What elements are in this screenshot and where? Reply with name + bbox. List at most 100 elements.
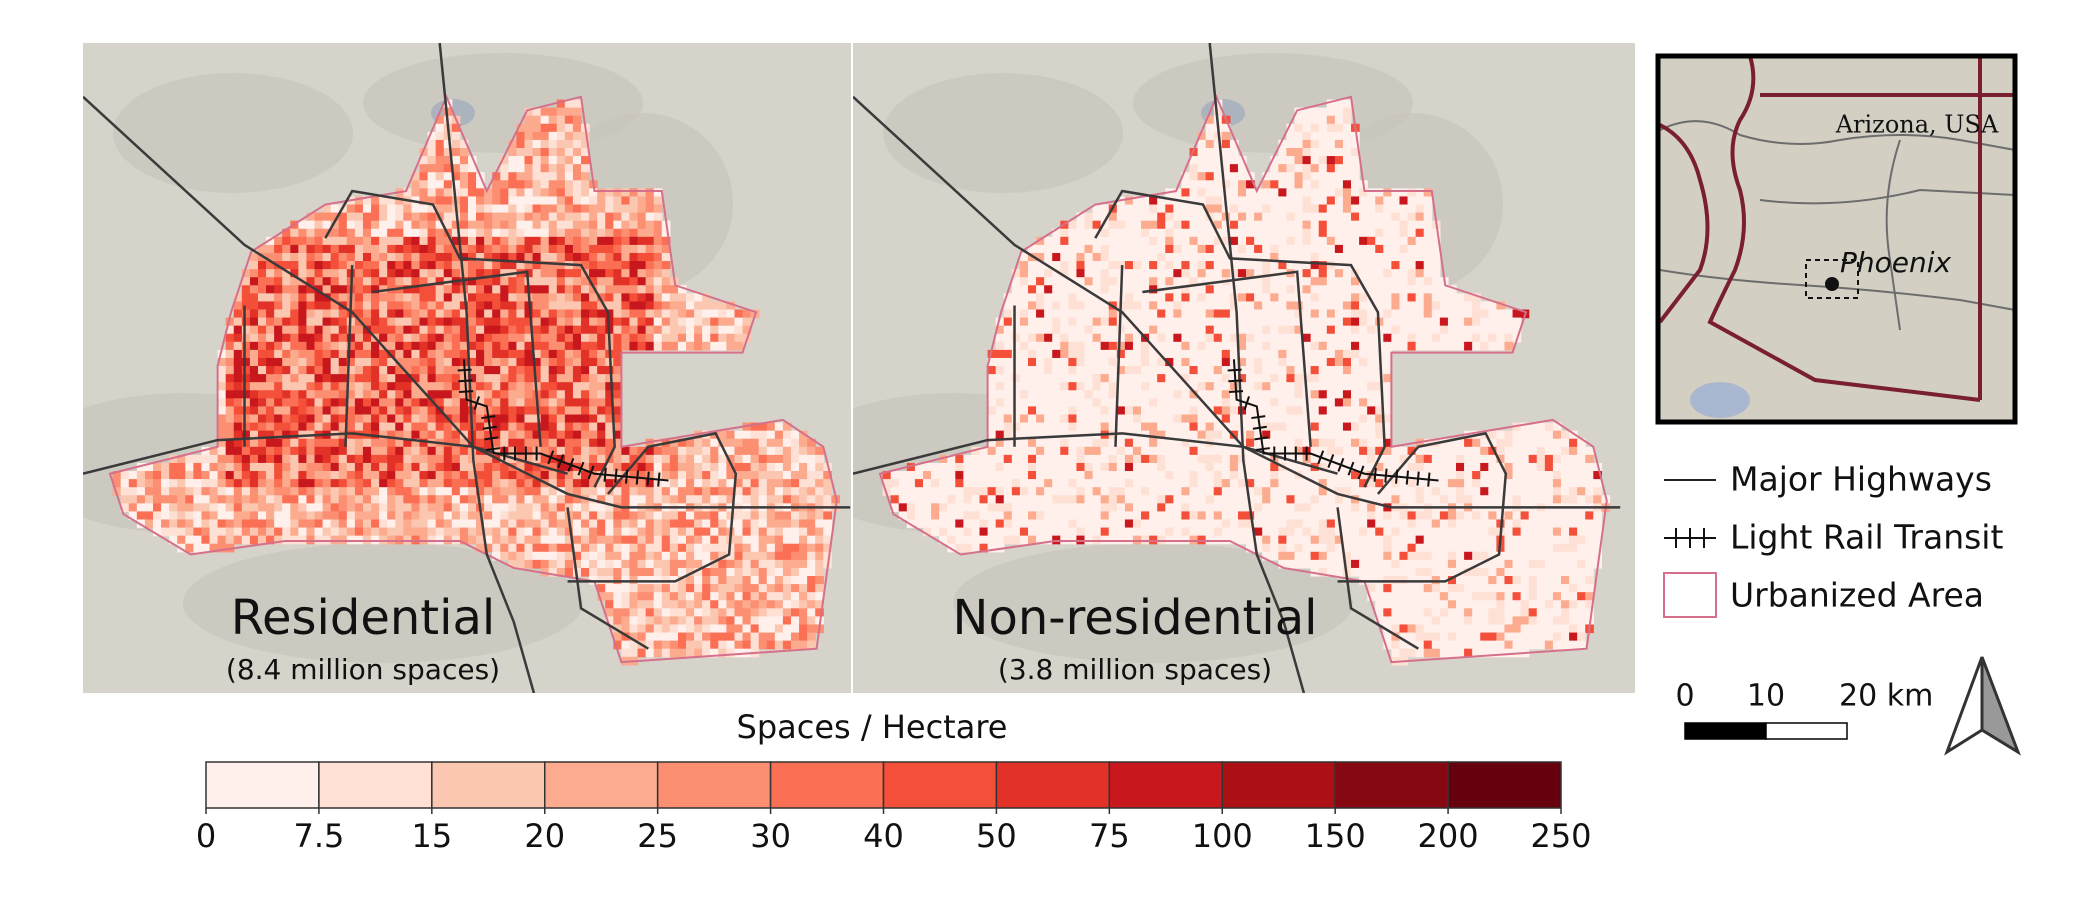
parcel xyxy=(346,236,356,246)
parcel xyxy=(750,487,760,496)
parcel xyxy=(1197,204,1207,214)
parcel xyxy=(1092,349,1102,359)
parcel xyxy=(669,624,679,634)
parcel xyxy=(597,325,606,335)
parcel xyxy=(516,123,526,133)
parcel xyxy=(621,277,631,286)
parcel xyxy=(1270,164,1279,173)
parcel xyxy=(637,624,647,634)
parcel xyxy=(354,252,364,262)
parcel xyxy=(1383,317,1392,327)
parcel xyxy=(653,252,663,262)
parcel xyxy=(548,430,558,440)
parcel xyxy=(1076,244,1086,254)
parcel xyxy=(1246,269,1255,278)
parcel xyxy=(322,269,332,278)
parcel xyxy=(282,301,291,311)
parcel xyxy=(451,309,461,319)
parcel xyxy=(298,414,308,424)
parcel xyxy=(290,261,299,270)
parcel xyxy=(718,576,727,585)
parcel xyxy=(1294,349,1304,359)
parcel xyxy=(233,479,243,488)
parcel xyxy=(427,180,437,189)
parcel xyxy=(750,624,760,634)
parcel xyxy=(1254,398,1263,408)
parcel xyxy=(1254,236,1263,246)
parcel xyxy=(1318,172,1328,181)
parcel xyxy=(427,269,437,278)
parcel xyxy=(726,608,736,617)
parcel xyxy=(669,648,679,658)
parcel xyxy=(1189,333,1199,343)
parcel xyxy=(702,309,711,319)
parcel xyxy=(1399,285,1409,294)
parcel xyxy=(645,624,655,634)
parcel xyxy=(403,382,413,391)
parcel xyxy=(597,390,606,399)
parcel xyxy=(1044,301,1053,311)
parcel xyxy=(1326,382,1336,391)
parcel xyxy=(387,341,396,351)
parcel xyxy=(564,543,574,553)
parcel xyxy=(1132,349,1142,359)
parcel xyxy=(1375,390,1384,399)
parcel xyxy=(257,374,267,383)
parcel xyxy=(823,543,832,553)
parcel xyxy=(726,479,736,488)
parcel xyxy=(548,349,558,359)
parcel xyxy=(742,487,752,496)
parcel xyxy=(621,228,631,238)
parcel xyxy=(1132,244,1142,254)
parcel xyxy=(613,252,622,262)
parcel xyxy=(346,495,356,504)
parcel xyxy=(322,204,332,214)
parcel xyxy=(1318,196,1328,206)
parcel xyxy=(1044,390,1053,399)
parcel xyxy=(314,220,324,230)
parcel xyxy=(266,269,275,278)
parcel xyxy=(589,309,598,319)
parcel xyxy=(572,164,582,173)
parcel xyxy=(427,430,437,440)
parcel xyxy=(1375,382,1384,391)
parcel xyxy=(653,269,663,278)
parcel xyxy=(338,487,348,496)
parcel xyxy=(1326,390,1336,399)
parcel xyxy=(128,487,138,496)
parcel xyxy=(443,495,453,504)
parcel xyxy=(241,471,251,480)
parcel xyxy=(1197,374,1207,383)
parcel xyxy=(669,487,679,496)
parcel xyxy=(185,535,194,545)
parcel xyxy=(266,309,275,319)
parcel xyxy=(338,252,348,262)
parcel xyxy=(185,471,194,480)
parcel xyxy=(1052,252,1061,262)
parcel xyxy=(750,559,760,569)
parcel xyxy=(362,212,372,222)
parcel xyxy=(492,333,501,343)
parcel xyxy=(645,551,655,561)
parcel xyxy=(581,196,590,206)
parcel xyxy=(556,115,566,125)
parcel xyxy=(330,398,340,408)
parcel xyxy=(540,131,550,141)
parcel xyxy=(1019,252,1029,262)
parcel xyxy=(548,285,558,294)
parcel xyxy=(799,584,808,593)
parcel xyxy=(1254,244,1263,254)
parcel xyxy=(589,220,598,230)
parcel xyxy=(1197,180,1207,189)
parcel xyxy=(1060,269,1069,278)
parcel xyxy=(1189,285,1199,294)
parcel xyxy=(225,446,235,456)
parcel xyxy=(290,357,299,367)
parcel xyxy=(1229,325,1239,335)
parcel xyxy=(467,357,477,367)
parcel xyxy=(427,495,437,504)
parcel xyxy=(1181,269,1191,278)
parcel xyxy=(597,285,606,294)
parcel xyxy=(540,172,550,181)
parcel xyxy=(371,277,380,286)
